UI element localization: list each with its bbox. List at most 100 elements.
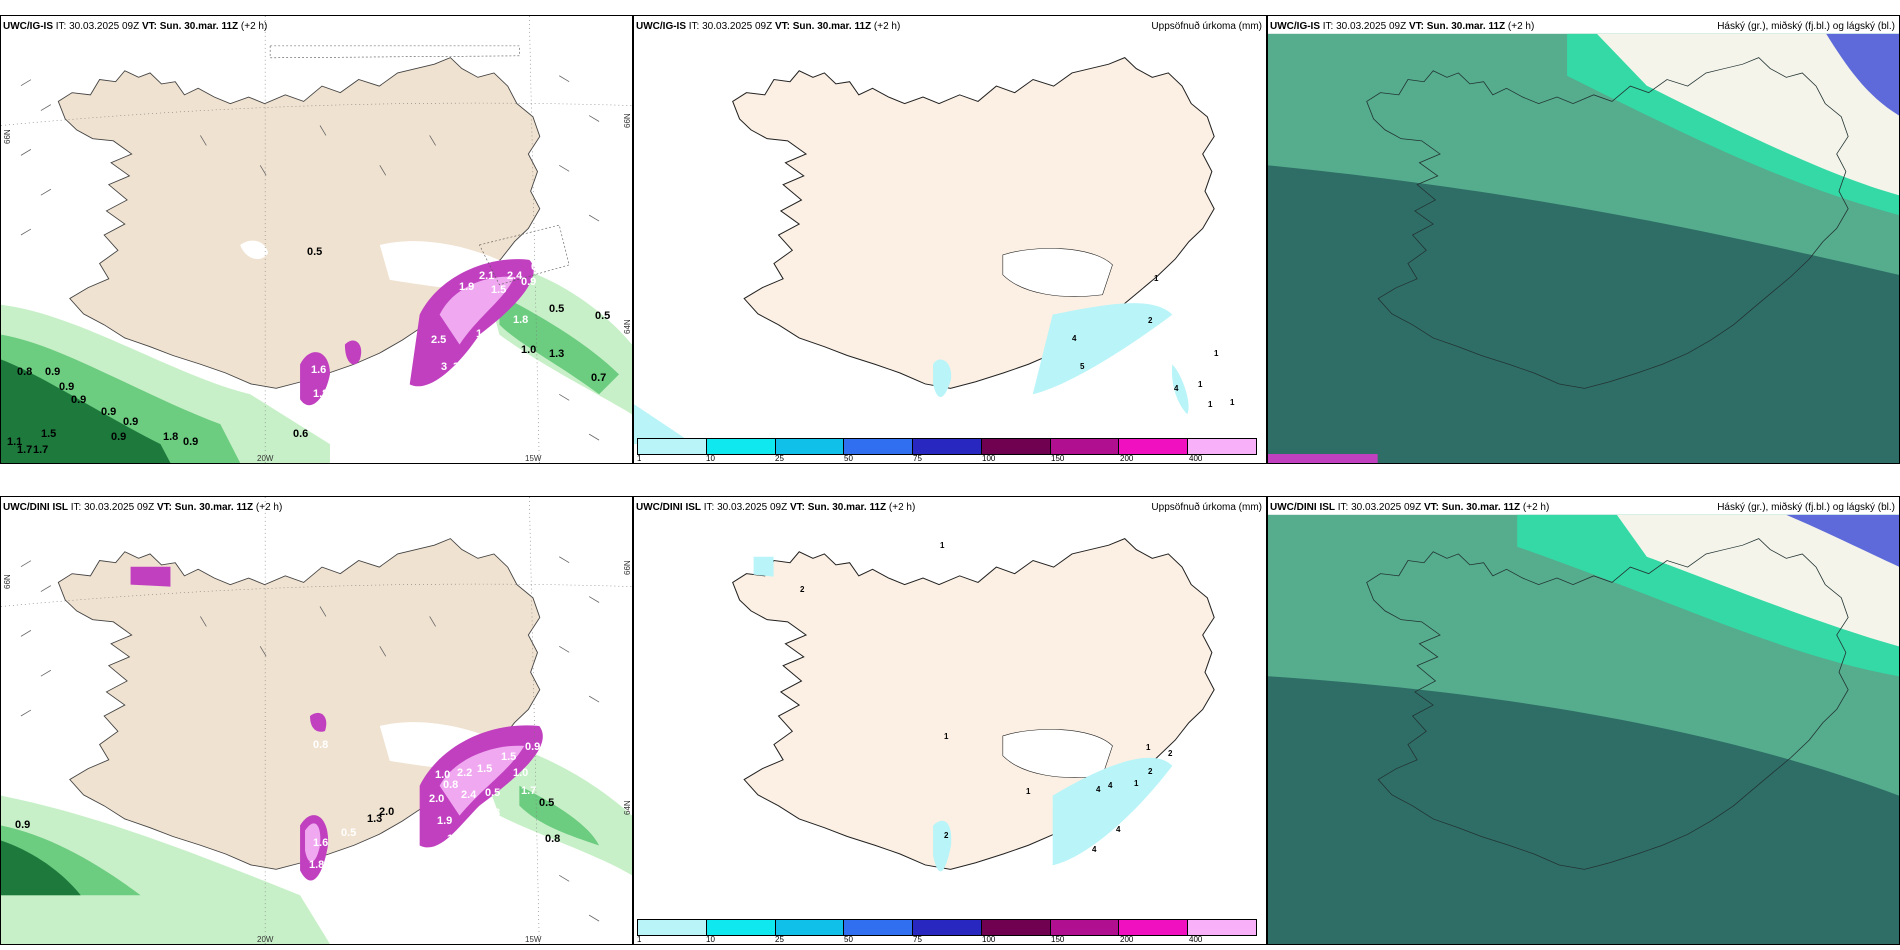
precip-value-label: 1.3 (549, 348, 565, 360)
panel-header: UWC/IG-IS IT: 30.03.2025 09Z VT: Sun. 30… (1270, 21, 1535, 32)
legend-tick: 100 (982, 935, 996, 944)
precip-value-label-white: 2.1 (479, 270, 495, 282)
legend-swatch (1119, 439, 1189, 454)
wind-barbs (20, 556, 600, 922)
map-panel-clouds-row1[interactable]: UWC/IG-IS IT: 30.03.2025 09Z VT: Sun. 30… (1267, 15, 1900, 464)
precip-value-label: 0.9 (15, 819, 31, 831)
precip-value-label-white: 1.5 (477, 763, 493, 775)
accum-value-label: 1 (944, 732, 949, 741)
legend-tick: 150 (1051, 454, 1065, 463)
legend-swatch (1188, 920, 1257, 935)
legend-swatch (844, 920, 914, 935)
lon-axis-label: 15W (525, 935, 542, 944)
accum-value-label: 1 (1214, 349, 1219, 358)
precip-magenta-south-2 (344, 340, 362, 365)
legend-tick: 10 (706, 935, 715, 944)
precip-magenta-east-light (439, 276, 515, 345)
panel-header: UWC/DINI ISL IT: 30.03.2025 09Z VT: Sun.… (1270, 502, 1550, 513)
precip-value-label-white: 0.5 (341, 827, 357, 839)
precip-cyan-s (933, 359, 952, 398)
precip-value-label: 0.5 (549, 303, 565, 315)
map-panel-wind-precip-row2[interactable]: UWC/DINI ISL IT: 30.03.2025 09Z VT: Sun.… (0, 496, 633, 945)
panel-title: Uppsöfnuð úrkoma (mm) (1151, 502, 1262, 513)
accum-value-label: 2 (800, 585, 805, 594)
cloud-blue (1786, 514, 1899, 567)
precip-value-label-white: 1.8 (313, 388, 329, 400)
precip-value-label-white: 0.9 (525, 741, 541, 753)
precip-value-label: 1.3 (367, 813, 383, 825)
panel-header: UWC/IG-IS IT: 30.03.2025 09Z VT: Sun. 30… (636, 21, 901, 32)
hatch-area (269, 45, 520, 59)
accum-value-label: 1 (1208, 400, 1213, 409)
precip-value-label-white: 1.5 (501, 751, 517, 763)
lat-axis-label: 66N (623, 113, 632, 128)
map-panel-accum-precip-row1[interactable]: UWC/IG-IS IT: 30.03.2025 09Z VT: Sun. 30… (633, 15, 1267, 464)
precip-value-label: 1.0 (521, 344, 537, 356)
precip-value-label: 0.8 (545, 833, 561, 845)
lon-axis-label: 20W (257, 935, 274, 944)
wind-precip-map (1, 497, 632, 944)
precip-value-label: 0.7 (591, 372, 607, 384)
accum-value-label: 1 (940, 541, 945, 550)
precip-value-label-white: 2.4 (507, 270, 523, 282)
precip-value-label-white: 2.4 (461, 789, 477, 801)
legend-swatch (706, 439, 776, 454)
precip-value-label-white: 1.6 (313, 837, 329, 849)
legend-swatch (981, 439, 1051, 454)
precip-value-label: 0.9 (183, 436, 199, 448)
accum-value-label: 2 (1148, 767, 1153, 776)
legend-swatch (981, 920, 1051, 935)
legend-tick: 1 (637, 935, 642, 944)
map-panel-wind-precip-row1[interactable]: UWC/IG-IS IT: 30.03.2025 09Z VT: Sun. 30… (0, 15, 633, 464)
precip-value-label-white: 1.0 (513, 767, 529, 779)
precip-green-east-mid (499, 294, 620, 395)
cloud-blue (1826, 33, 1899, 116)
legend-tick: 75 (913, 935, 922, 944)
legend-swatch (638, 439, 707, 454)
legend-ticks: 1 10 25 50 75 100 150 200 400 (637, 454, 1257, 463)
accum-precip-map (732, 538, 1215, 872)
map-panel-accum-precip-row2[interactable]: UWC/DINI ISL IT: 30.03.2025 09Z VT: Sun.… (633, 496, 1267, 945)
accum-value-label: 4 (1108, 781, 1113, 790)
lat-axis-label: 66N (623, 560, 632, 575)
accum-value-label: 1 (1154, 274, 1159, 283)
precip-magenta-sw (1268, 454, 1378, 463)
accum-value-label: 2 (1168, 749, 1173, 758)
legend-tick: 1 (637, 454, 642, 463)
precip-value-label: 0.5 (307, 246, 323, 258)
precip-value-label-white: 0.9 (531, 261, 547, 273)
precip-value-label-white: 1.9 (459, 281, 475, 293)
accum-value-label: 4 (1092, 845, 1097, 854)
legend-swatch (844, 439, 914, 454)
lat-axis-label: 64N (623, 800, 632, 815)
accum-precip-map (634, 57, 1215, 445)
legend-tick: 200 (1120, 935, 1134, 944)
panel-header: UWC/DINI ISL IT: 30.03.2025 09Z VT: Sun.… (636, 502, 916, 513)
precip-magenta-east-light (439, 745, 525, 816)
graticule (1, 16, 632, 463)
map-panel-clouds-row2[interactable]: UWC/DINI ISL IT: 30.03.2025 09Z VT: Sun.… (1267, 496, 1900, 945)
legend-swatch (913, 920, 982, 935)
precip-value-label: 2.0 (379, 806, 395, 818)
precip-value-label-white: 0.8 (443, 779, 459, 791)
precip-value-label-white: 1.6 (311, 364, 327, 376)
legend-tick: 400 (1189, 454, 1203, 463)
lon-axis-label: 20W (257, 454, 274, 463)
precip-value-label-white: 2.2 (457, 767, 473, 779)
legend-swatch (1050, 439, 1120, 454)
cloud-dark-band (1268, 215, 1899, 463)
precip-value-label: 1.7 (33, 444, 49, 456)
precip-value-label: 1.1 (7, 436, 23, 448)
precip-cyan-e (1171, 364, 1189, 415)
precip-value-label-white: 0.9 (521, 276, 537, 288)
accum-value-label: 1 (1134, 779, 1139, 788)
accum-value-label: 4 (1174, 384, 1179, 393)
accum-value-label: 1 (1230, 398, 1235, 407)
wind-precip-map (1, 16, 632, 463)
lat-axis-label: 64N (623, 319, 632, 334)
accum-value-label: 4 (1072, 334, 1077, 343)
panel-title: Uppsöfnuð úrkoma (mm) (1151, 21, 1262, 32)
legend-swatch (706, 920, 776, 935)
precip-value-label-white: 0.5 (485, 787, 501, 799)
precip-cyan-s (933, 820, 952, 872)
